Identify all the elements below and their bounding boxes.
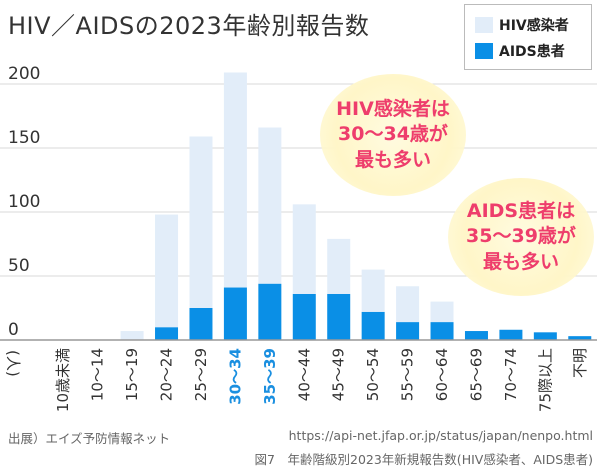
bar-hiv — [258, 127, 282, 284]
bars — [120, 72, 592, 340]
callout-aids-line2: 35～39歳が — [466, 225, 576, 248]
axes: 0 50 100 150 200 (人) 10歳未満 10～14 15～19 20～24 25～29… — [0, 64, 597, 412]
bar-aids — [533, 332, 557, 340]
bar-aids — [189, 308, 213, 340]
bar-hiv — [430, 301, 454, 323]
bar-aids — [568, 336, 592, 340]
bar-hiv — [361, 269, 385, 312]
source-url[interactable]: https://api-net.jfap.or.jp/status/japan/… — [288, 428, 593, 443]
bar-hiv — [223, 72, 247, 288]
x-tick-label: 20～24 — [158, 348, 176, 401]
bar-aids — [464, 331, 488, 340]
source-note: 出展）エイズ予防情報ネット — [8, 431, 171, 446]
legend-swatch-aids — [475, 43, 493, 59]
callout-hiv-line1: HIV感染者は — [336, 97, 450, 120]
y-tick-label: 0 — [8, 320, 19, 340]
legend-label-aids: AIDS患者 — [499, 44, 565, 60]
x-tick-label: 55～59 — [399, 348, 417, 401]
bar-aids — [499, 329, 523, 340]
y-tick-label: 50 — [8, 256, 30, 276]
bar-aids — [396, 322, 420, 340]
x-tick-label: 45～49 — [330, 348, 348, 401]
legend-label-hiv: HIV感染者 — [499, 18, 569, 34]
bar-hiv — [292, 204, 316, 294]
x-tick-label: 65～69 — [467, 348, 485, 401]
callout-hiv-line2: 30～34歳が — [338, 123, 448, 146]
figure-caption: 図7 年齢階級別2023年新規報告数(HIV感染者、AIDS患者) — [254, 452, 593, 467]
callout-hiv-line3: 最も多い — [354, 148, 431, 171]
x-tick-label: 50～54 — [364, 348, 382, 401]
bar-aids — [258, 283, 282, 340]
y-tick-label: 100 — [8, 192, 40, 212]
x-tick-label: 40～44 — [295, 348, 313, 401]
y-axis-label: (人) — [4, 350, 22, 377]
bar-aids — [361, 311, 385, 340]
chart-title: HIV／AIDSの2023年齢別報告数 — [8, 12, 370, 40]
callout-aids-line1: AIDS患者は — [466, 199, 576, 222]
x-tick-label: 35～39 — [261, 348, 279, 405]
y-tick-label: 200 — [8, 64, 40, 84]
bar-hiv — [327, 238, 351, 294]
bar-hiv — [120, 331, 144, 340]
callout-hiv: HIV感染者は 30～34歳が 最も多い — [320, 74, 466, 196]
legend-swatch-hiv — [475, 17, 493, 33]
bar-hiv — [189, 136, 213, 308]
x-tick-label: 10～14 — [89, 348, 107, 401]
x-tick-label: 15～19 — [123, 348, 141, 401]
bar-hiv — [155, 214, 179, 328]
x-tick-label: 75際以上 — [536, 348, 554, 412]
bar-aids — [430, 322, 454, 340]
x-tick-label: 60～64 — [433, 348, 451, 401]
chart-legend: HIV感染者 AIDS患者 — [464, 4, 592, 70]
bar-aids — [327, 293, 351, 340]
bar-hiv — [396, 286, 420, 323]
legend-item-aids: AIDS患者 — [475, 41, 565, 61]
bar-aids — [292, 293, 316, 340]
x-tick-label: 10歳未満 — [54, 348, 72, 412]
y-tick-label: 150 — [8, 128, 40, 148]
x-tick-label: 30～34 — [226, 348, 244, 405]
bar-aids — [155, 327, 179, 340]
x-tick-label: 70～74 — [502, 348, 520, 401]
bar-aids — [223, 287, 247, 340]
callout-aids: AIDS患者は 35～39歳が 最も多い — [448, 178, 594, 296]
x-tick-label: 25～29 — [192, 348, 210, 401]
legend-item-hiv: HIV感染者 — [475, 15, 569, 35]
callout-aids-line3: 最も多い — [482, 250, 559, 273]
x-tick-label: 不明 — [571, 348, 589, 378]
